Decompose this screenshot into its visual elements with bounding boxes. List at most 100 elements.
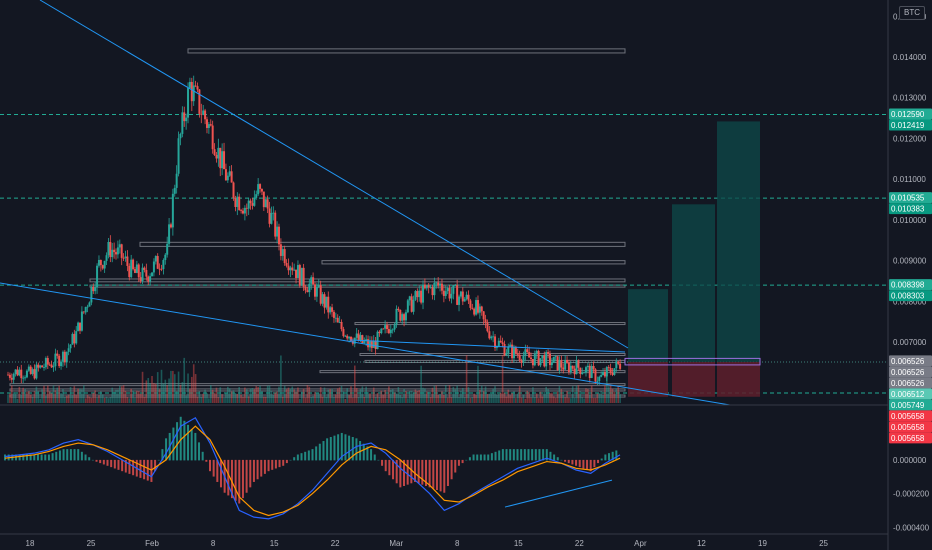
candle-body bbox=[575, 360, 578, 375]
trend-line-lower bbox=[349, 339, 626, 353]
volume-bar bbox=[494, 386, 496, 403]
volume-bar bbox=[564, 397, 566, 403]
volume-bar bbox=[386, 398, 388, 403]
volume-bar bbox=[439, 394, 441, 403]
volume-bar bbox=[238, 387, 240, 403]
candle-body bbox=[310, 277, 313, 284]
volume-bar bbox=[90, 397, 93, 403]
candle-body bbox=[285, 263, 288, 266]
volume-bar bbox=[579, 391, 582, 403]
candle-body bbox=[192, 85, 195, 102]
candle-body bbox=[488, 331, 491, 339]
candle-body bbox=[423, 284, 426, 289]
candle-body bbox=[18, 369, 21, 376]
volume-bar bbox=[98, 395, 100, 403]
volume-bar bbox=[181, 382, 184, 403]
time-tick-label: 8 bbox=[455, 539, 460, 548]
histogram-bar bbox=[95, 459, 98, 462]
volume-bar bbox=[172, 370, 174, 403]
candle-body bbox=[480, 306, 483, 312]
histogram-bar bbox=[161, 449, 164, 461]
candle-body bbox=[207, 124, 210, 128]
histogram-bar bbox=[432, 459, 435, 489]
volume-bar bbox=[16, 398, 19, 403]
candle-body bbox=[16, 369, 19, 376]
histogram-bar bbox=[523, 449, 526, 461]
volume-bar bbox=[552, 396, 555, 403]
volume-bar bbox=[547, 389, 549, 403]
histogram-bar bbox=[611, 451, 614, 461]
volume-bar bbox=[545, 386, 547, 403]
candle-body bbox=[126, 256, 129, 266]
histogram-bar bbox=[586, 459, 589, 470]
time-axis[interactable]: 18 25 Feb 8 15 22 Mar 8 15 22 Apr 12 19 25 bbox=[26, 539, 829, 548]
histogram-bar bbox=[300, 453, 303, 461]
volume-bar bbox=[395, 393, 398, 403]
volume-bar bbox=[88, 396, 91, 403]
volume-bar bbox=[549, 393, 551, 403]
volume-bar bbox=[532, 387, 534, 403]
candle-body bbox=[378, 331, 381, 334]
histogram-bar bbox=[589, 459, 592, 472]
histogram-bar bbox=[293, 457, 296, 461]
candle-body bbox=[236, 196, 239, 207]
volume-bar bbox=[376, 392, 379, 403]
volume-bar bbox=[418, 390, 421, 403]
candle-body bbox=[25, 370, 28, 378]
candle-body bbox=[387, 329, 390, 334]
candle-body bbox=[511, 344, 514, 359]
histogram-bar bbox=[567, 459, 570, 464]
volume-bar bbox=[473, 393, 475, 403]
volume-bar bbox=[198, 391, 201, 403]
volume-bar bbox=[100, 391, 102, 403]
macd-indicator bbox=[4, 416, 621, 520]
histogram-bar bbox=[534, 449, 537, 461]
histogram-bar bbox=[531, 449, 534, 461]
price-badge-text: 0.010535 bbox=[891, 194, 925, 203]
price-tick-label: 0.012000 bbox=[893, 134, 927, 143]
candle-body bbox=[446, 288, 449, 292]
volume-bar bbox=[539, 391, 542, 403]
volume-bar bbox=[194, 374, 197, 403]
volume-bar bbox=[304, 397, 307, 403]
candle-body bbox=[139, 277, 142, 282]
time-tick-label: 8 bbox=[211, 539, 216, 548]
candle-body bbox=[420, 290, 423, 303]
volume-bar bbox=[515, 398, 517, 403]
volume-bar bbox=[600, 391, 602, 403]
candle-body bbox=[526, 349, 529, 353]
candle-body bbox=[289, 267, 292, 271]
candle-body bbox=[293, 269, 296, 271]
candle-body bbox=[298, 265, 301, 286]
volume-bar bbox=[253, 389, 256, 403]
price-tick-label: 0.007000 bbox=[893, 338, 927, 347]
volume-bar bbox=[350, 386, 352, 403]
histogram-bar bbox=[311, 449, 314, 461]
currency-label[interactable]: BTC bbox=[899, 6, 925, 20]
candle-body bbox=[367, 339, 370, 348]
volume-bar bbox=[513, 391, 515, 403]
volume-bar bbox=[200, 396, 203, 403]
candle-body bbox=[169, 224, 172, 228]
volume-bar bbox=[280, 355, 282, 403]
histogram-bar bbox=[337, 434, 340, 461]
candle-body bbox=[376, 331, 379, 350]
candle-body bbox=[435, 282, 438, 284]
histogram-bar bbox=[435, 459, 438, 491]
trend-lines bbox=[0, 0, 731, 406]
volume-bar bbox=[560, 388, 563, 403]
volume-bar bbox=[412, 392, 415, 403]
candle-body bbox=[507, 346, 510, 353]
volume-bar bbox=[287, 387, 290, 403]
candle-body bbox=[118, 244, 121, 248]
candle-body bbox=[291, 267, 294, 271]
candle-body bbox=[63, 351, 66, 363]
candle-body bbox=[300, 267, 303, 286]
histogram-bar bbox=[392, 459, 395, 480]
candle-body bbox=[619, 363, 622, 369]
histogram-bar bbox=[406, 459, 409, 485]
volume-bar bbox=[225, 392, 227, 403]
candle-body bbox=[109, 241, 112, 258]
volume-bar bbox=[587, 388, 589, 403]
